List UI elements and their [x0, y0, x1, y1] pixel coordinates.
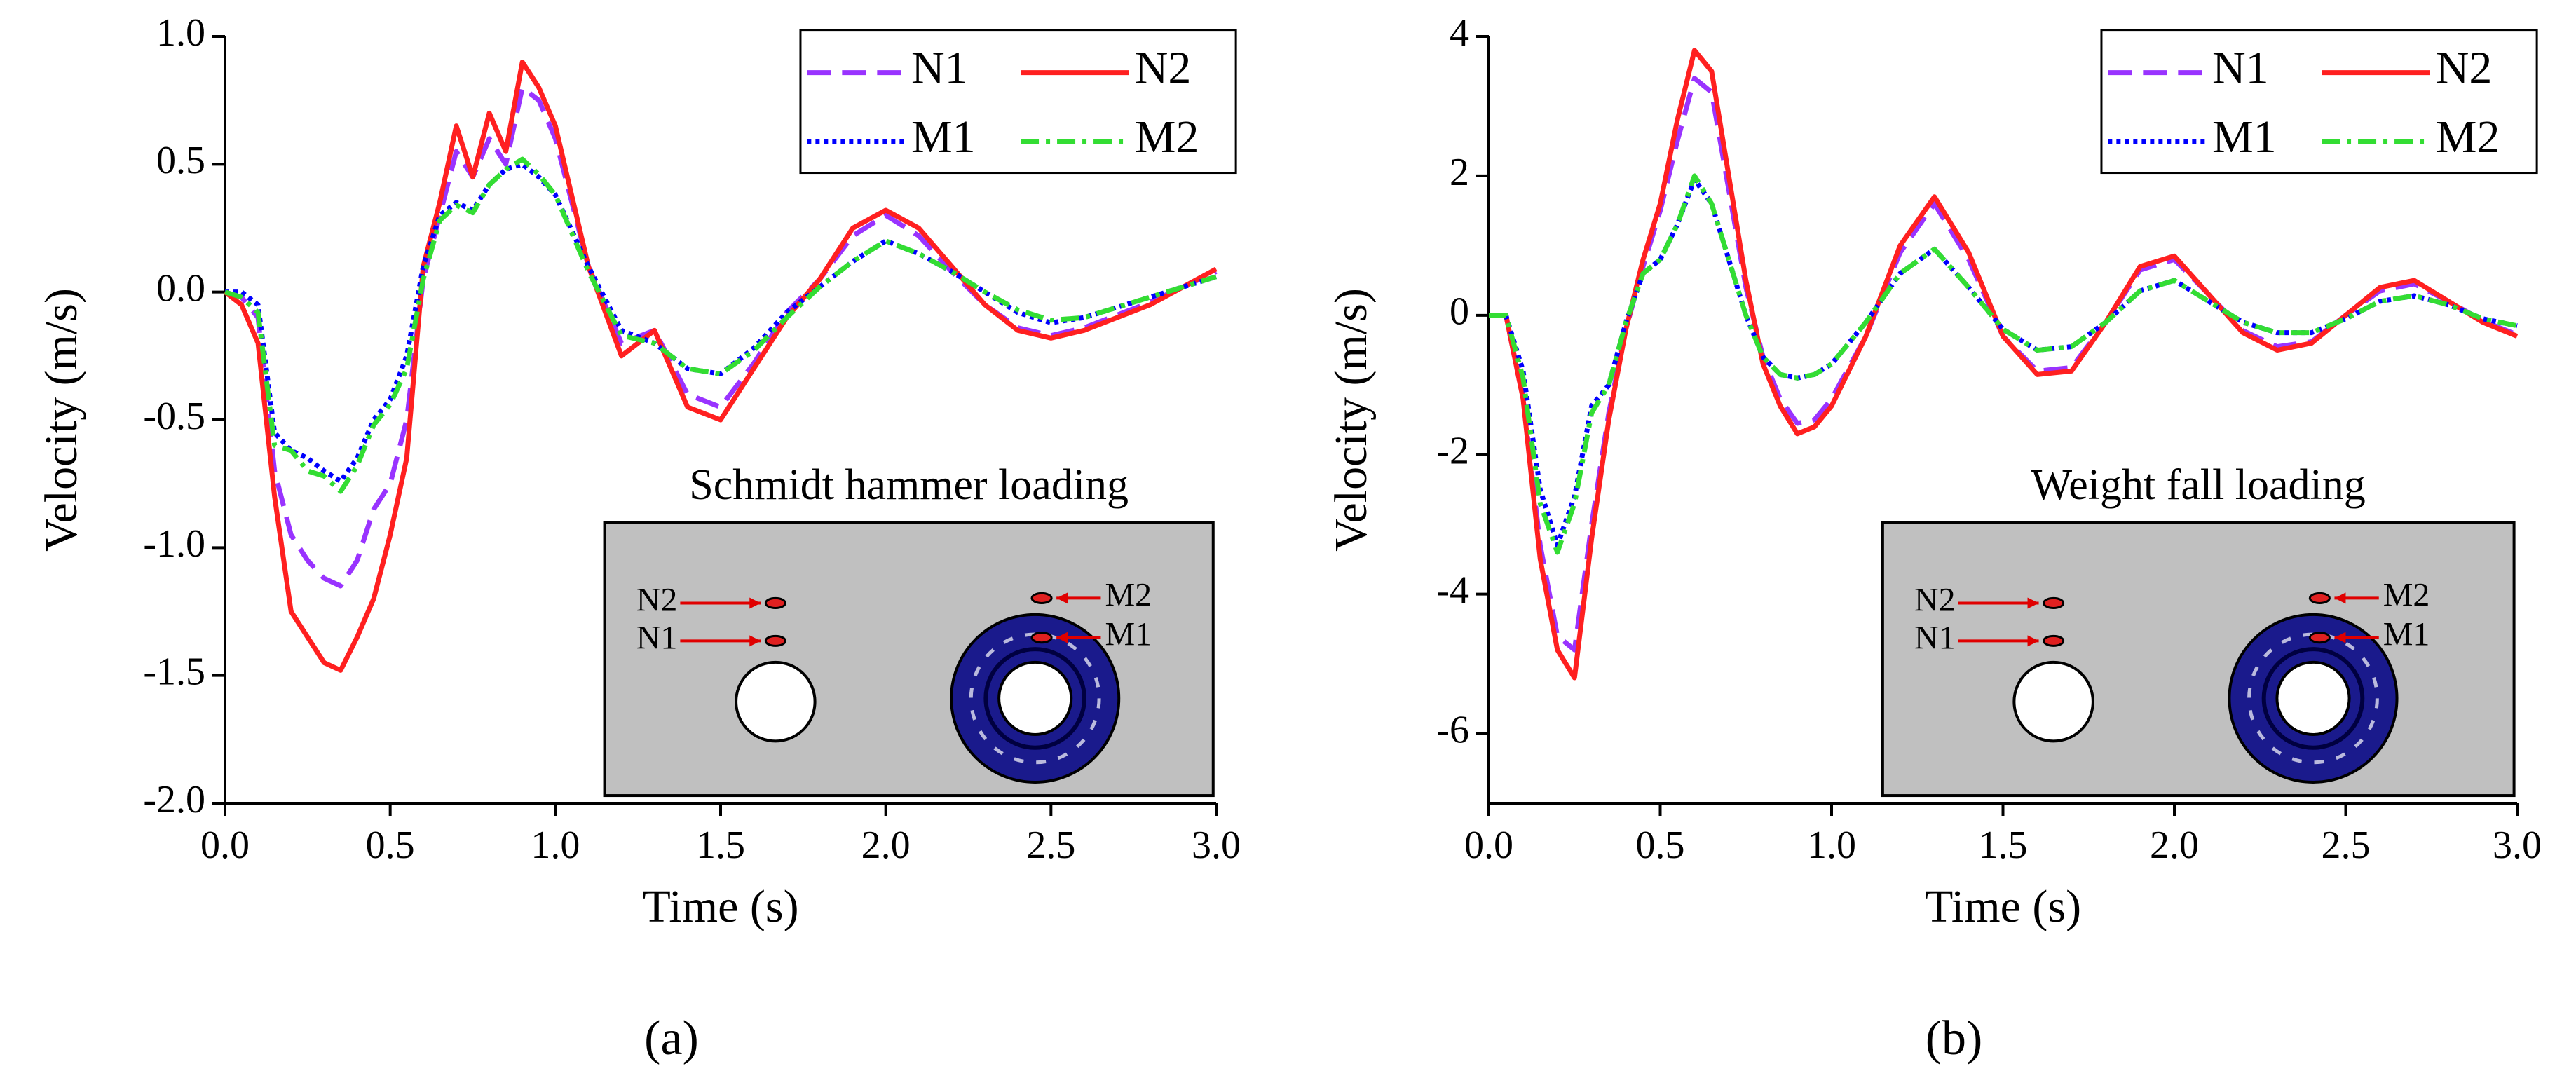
- y-axis-label: Velocity (m/s): [1326, 288, 1377, 552]
- x-tick-label: 0.0: [200, 824, 250, 867]
- sensor: [764, 596, 786, 609]
- legend-box: [799, 29, 1237, 175]
- legend-label: M1: [2212, 111, 2277, 163]
- x-tick-label: 1.5: [696, 824, 745, 867]
- panel-label: (b): [1926, 1011, 1983, 1065]
- arrow-head: [749, 597, 761, 609]
- x-tick-label: 3.0: [2493, 824, 2542, 867]
- legend-label: N2: [1135, 43, 1192, 94]
- arrow-head: [2334, 632, 2346, 643]
- inset-label: M1: [2383, 616, 2430, 653]
- x-tick-label: 2.5: [2322, 824, 2371, 867]
- series-line: [223, 59, 1218, 673]
- y-tick-label: -6: [1436, 708, 1469, 751]
- inset-title: Schmidt hammer loading: [689, 461, 1129, 509]
- x-tick-label: 1.0: [1807, 824, 1856, 867]
- series-line: [1489, 173, 2518, 555]
- sensor: [2308, 632, 2331, 644]
- y-tick-label: 2: [1450, 151, 1469, 194]
- x-tick-label: 2.0: [861, 824, 911, 867]
- series-line: [225, 161, 1218, 484]
- arrow-head: [1056, 592, 1068, 604]
- inset-panel: [1881, 521, 2516, 798]
- y-tick-label: -2: [1436, 430, 1469, 473]
- arrow-head: [1056, 632, 1068, 643]
- y-tick-label: 1.0: [156, 11, 205, 55]
- legend-label: N2: [2436, 43, 2493, 94]
- series-line: [224, 156, 1218, 494]
- y-tick-label: -1.5: [143, 650, 205, 694]
- x-axis-label: Time (s): [1925, 881, 2081, 932]
- ring-texture: [2247, 632, 2379, 765]
- y-tick-label: -0.5: [143, 395, 205, 438]
- x-tick-label: 1.0: [531, 824, 580, 867]
- arrow-head: [2027, 635, 2039, 647]
- inset-title: Weight fall loading: [2031, 461, 2366, 509]
- y-tick-label: 0.5: [156, 139, 205, 182]
- inset-label: M2: [2383, 576, 2430, 613]
- sensor: [2043, 596, 2065, 609]
- sensor: [1030, 592, 1053, 604]
- x-tick-label: 0.5: [1636, 824, 1685, 867]
- sensor: [764, 634, 786, 647]
- legend-label: M2: [2436, 111, 2500, 163]
- x-tick-label: 0.5: [366, 824, 415, 867]
- ring-hole: [997, 660, 1073, 736]
- x-tick-label: 1.5: [1979, 824, 2028, 867]
- legend-box: [2100, 29, 2538, 175]
- y-axis-label: Velocity (m/s): [36, 288, 87, 552]
- ring-hole: [2275, 660, 2351, 736]
- arrow-head: [2027, 597, 2039, 609]
- sensor: [1030, 632, 1053, 644]
- arrow-head: [749, 635, 761, 647]
- series-line: [1489, 48, 2519, 681]
- tunnel-hole: [2012, 660, 2094, 743]
- inset-label: M2: [1105, 576, 1152, 613]
- y-tick-label: -2.0: [143, 778, 205, 821]
- panel-label: (a): [644, 1011, 699, 1065]
- x-tick-label: 0.0: [1464, 824, 1513, 867]
- legend-label: M2: [1135, 111, 1199, 163]
- sensor: [2043, 634, 2065, 647]
- y-tick-label: -1.0: [143, 522, 205, 566]
- legend-label: N1: [911, 43, 968, 94]
- sensor: [2308, 592, 2331, 604]
- x-tick-label: 2.5: [1026, 824, 1075, 867]
- ring-texture: [2261, 647, 2365, 750]
- inset-label: N1: [1914, 619, 1956, 656]
- x-tick-label: 3.0: [1192, 824, 1241, 867]
- x-tick-label: 2.0: [2150, 824, 2199, 867]
- ring-texture: [983, 647, 1087, 750]
- legend-label: N1: [2212, 43, 2269, 94]
- y-tick-label: 0.0: [156, 267, 205, 310]
- y-tick-label: 4: [1450, 11, 1469, 55]
- legend-label: M1: [911, 111, 976, 163]
- arrow-head: [2334, 592, 2346, 604]
- inset-label: N2: [636, 581, 678, 618]
- y-tick-label: 0: [1450, 290, 1469, 334]
- inset-label: N1: [636, 619, 678, 656]
- tunnel-hole: [735, 660, 817, 743]
- inset-panel: [603, 521, 1215, 798]
- x-axis-label: Time (s): [642, 881, 798, 932]
- inset-label: N2: [1914, 581, 1956, 618]
- ring-texture: [969, 632, 1101, 765]
- y-tick-label: -4: [1436, 568, 1469, 612]
- inset-label: M1: [1105, 616, 1152, 653]
